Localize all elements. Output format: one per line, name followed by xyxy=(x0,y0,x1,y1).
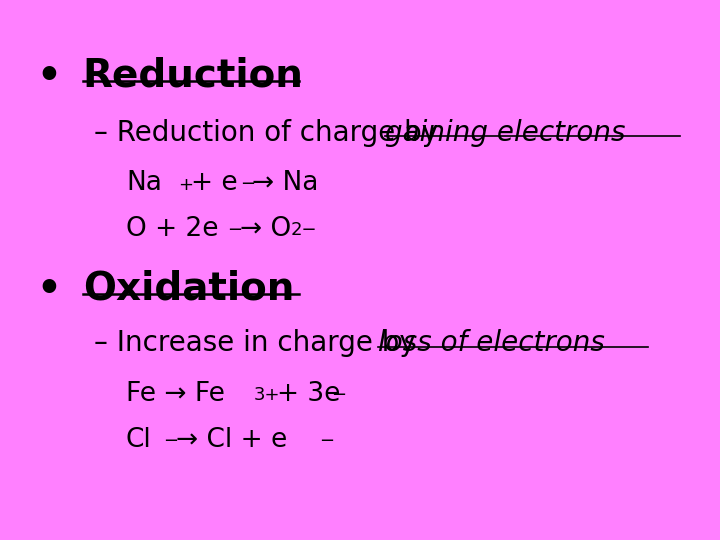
Text: −: − xyxy=(319,432,334,450)
Text: Na: Na xyxy=(126,170,162,196)
Text: •: • xyxy=(36,270,61,308)
Text: O + 2e: O + 2e xyxy=(126,216,218,242)
Text: •: • xyxy=(36,57,61,94)
Text: +: + xyxy=(178,176,193,193)
Text: → Na: → Na xyxy=(252,170,318,196)
Text: −: − xyxy=(163,432,179,450)
Text: Reduction: Reduction xyxy=(83,57,304,94)
Text: Fe → Fe: Fe → Fe xyxy=(126,381,225,407)
Text: 3+: 3+ xyxy=(254,386,281,404)
Text: −: − xyxy=(240,176,255,193)
Text: Cl: Cl xyxy=(126,427,152,453)
Text: 2−: 2− xyxy=(290,221,317,239)
Text: → O: → O xyxy=(240,216,291,242)
Text: −: − xyxy=(331,386,346,404)
Text: – Reduction of charge by: – Reduction of charge by xyxy=(94,119,446,147)
Text: + 3e: + 3e xyxy=(277,381,341,407)
Text: – Increase in charge by: – Increase in charge by xyxy=(94,329,424,357)
Text: loss of electrons: loss of electrons xyxy=(378,329,605,357)
Text: −: − xyxy=(227,221,242,239)
Text: + e: + e xyxy=(191,170,238,196)
Text: Oxidation: Oxidation xyxy=(83,270,294,308)
Text: → Cl + e: → Cl + e xyxy=(176,427,288,453)
Text: gaining electrons: gaining electrons xyxy=(385,119,626,147)
